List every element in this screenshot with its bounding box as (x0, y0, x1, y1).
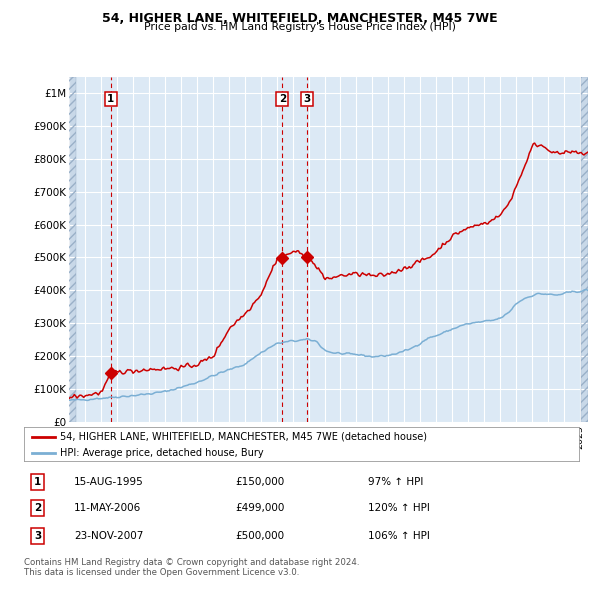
Text: £500,000: £500,000 (235, 531, 284, 541)
Bar (69, 77, 76, 422)
Bar (69, 77, 76, 422)
Text: 120% ↑ HPI: 120% ↑ HPI (368, 503, 430, 513)
Text: 54, HIGHER LANE, WHITEFIELD, MANCHESTER, M45 7WE: 54, HIGHER LANE, WHITEFIELD, MANCHESTER,… (102, 12, 498, 25)
Text: 15-AUG-1995: 15-AUG-1995 (74, 477, 144, 487)
Text: 2: 2 (34, 503, 41, 513)
Bar (581, 77, 588, 422)
Text: 1: 1 (34, 477, 41, 487)
Text: 2: 2 (279, 94, 286, 104)
Text: 11-MAY-2006: 11-MAY-2006 (74, 503, 141, 513)
Text: 54, HIGHER LANE, WHITEFIELD, MANCHESTER, M45 7WE (detached house): 54, HIGHER LANE, WHITEFIELD, MANCHESTER,… (60, 432, 427, 442)
Text: Contains HM Land Registry data © Crown copyright and database right 2024.
This d: Contains HM Land Registry data © Crown c… (24, 558, 359, 577)
Text: HPI: Average price, detached house, Bury: HPI: Average price, detached house, Bury (60, 448, 264, 458)
Text: 23-NOV-2007: 23-NOV-2007 (74, 531, 143, 541)
Text: Price paid vs. HM Land Registry's House Price Index (HPI): Price paid vs. HM Land Registry's House … (144, 22, 456, 32)
Text: 97% ↑ HPI: 97% ↑ HPI (368, 477, 424, 487)
Text: 3: 3 (304, 94, 311, 104)
Text: 3: 3 (34, 531, 41, 541)
Bar (581, 77, 588, 422)
Text: £499,000: £499,000 (235, 503, 284, 513)
Text: 106% ↑ HPI: 106% ↑ HPI (368, 531, 430, 541)
Text: 1: 1 (107, 94, 115, 104)
Text: £150,000: £150,000 (235, 477, 284, 487)
